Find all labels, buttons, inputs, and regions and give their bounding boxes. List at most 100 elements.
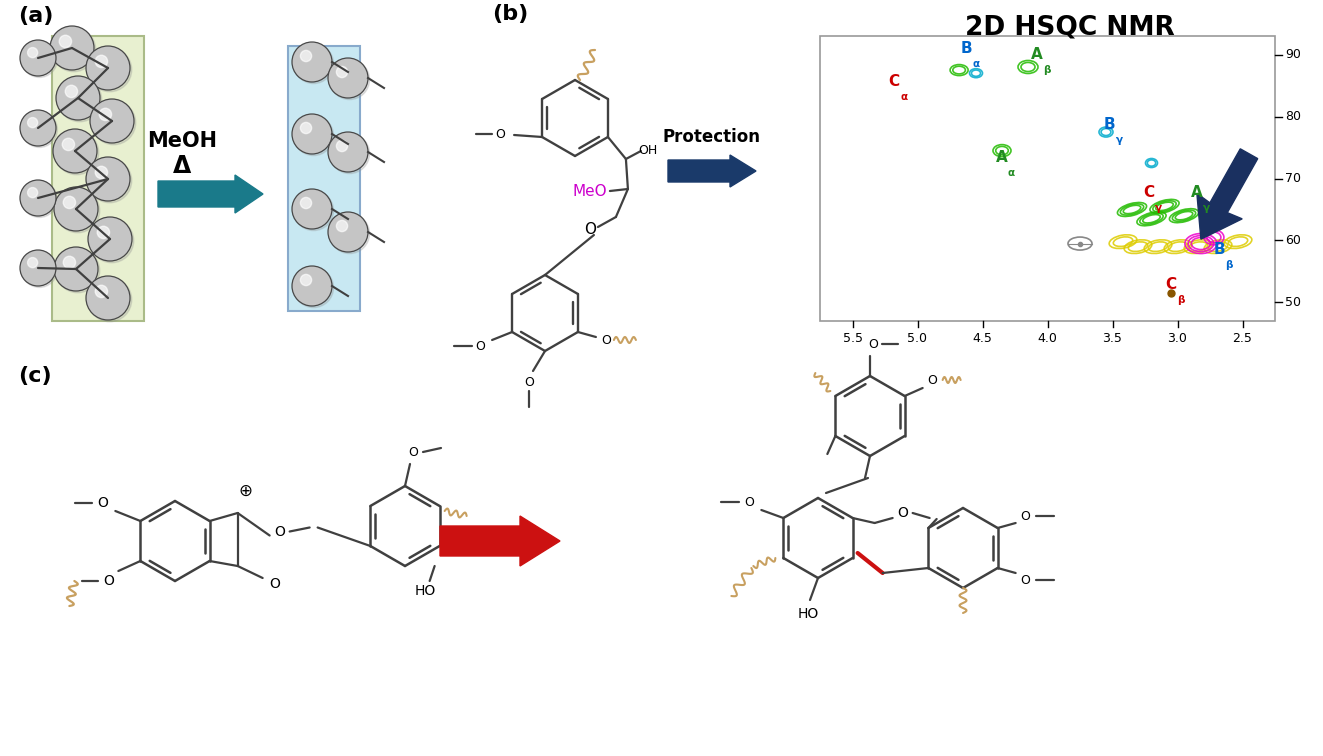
Circle shape [300, 122, 312, 134]
Circle shape [52, 28, 95, 72]
Text: MeOH: MeOH [147, 131, 217, 151]
Text: O: O [274, 525, 284, 538]
Text: γ: γ [1203, 203, 1211, 213]
Text: O: O [97, 496, 107, 510]
Text: O: O [495, 128, 505, 141]
Circle shape [95, 285, 107, 298]
Circle shape [21, 252, 57, 287]
Text: β: β [1177, 296, 1184, 305]
Text: 80: 80 [1285, 110, 1301, 123]
Circle shape [294, 268, 333, 308]
Circle shape [58, 78, 102, 122]
Circle shape [20, 40, 56, 76]
Circle shape [329, 214, 369, 253]
Circle shape [20, 110, 56, 146]
Circle shape [329, 60, 369, 100]
Circle shape [90, 218, 134, 263]
Circle shape [336, 221, 348, 231]
Text: B: B [1213, 242, 1225, 257]
Bar [820, 36, 1275, 321]
Text: α: α [1008, 169, 1015, 178]
Text: O: O [270, 577, 280, 591]
Circle shape [21, 42, 57, 77]
Text: HO: HO [415, 584, 437, 598]
Bar [52, 36, 144, 321]
Circle shape [328, 132, 368, 172]
Circle shape [97, 226, 110, 239]
Text: O: O [475, 339, 486, 352]
Text: O: O [1021, 574, 1031, 587]
Circle shape [60, 36, 71, 48]
Circle shape [300, 51, 312, 61]
FancyArrow shape [1197, 149, 1258, 239]
Text: Protection: Protection [663, 128, 761, 146]
Circle shape [21, 181, 57, 218]
Text: O: O [927, 373, 938, 386]
Circle shape [65, 85, 78, 98]
Circle shape [87, 159, 132, 203]
Text: 5.5: 5.5 [843, 331, 863, 345]
Text: O: O [601, 333, 611, 346]
Circle shape [95, 55, 107, 67]
Circle shape [328, 212, 368, 252]
Circle shape [329, 134, 369, 174]
Circle shape [300, 197, 312, 209]
Text: 3.5: 3.5 [1102, 331, 1122, 345]
Circle shape [86, 46, 130, 90]
FancyArrow shape [157, 175, 263, 213]
Circle shape [292, 189, 332, 229]
Text: MeO: MeO [573, 184, 607, 199]
Circle shape [21, 111, 57, 147]
Text: 60: 60 [1285, 234, 1301, 247]
Text: O: O [1021, 510, 1031, 522]
Circle shape [294, 191, 333, 231]
Text: 2.5: 2.5 [1233, 331, 1253, 345]
Text: 70: 70 [1285, 172, 1301, 185]
Circle shape [292, 42, 332, 82]
Text: (b): (b) [492, 4, 528, 24]
FancyArrow shape [668, 155, 755, 187]
Circle shape [50, 26, 94, 70]
Text: B: B [1105, 117, 1115, 132]
Text: 3.0: 3.0 [1168, 331, 1188, 345]
Circle shape [336, 67, 348, 78]
Circle shape [20, 180, 56, 216]
Circle shape [300, 274, 312, 286]
Text: 4.0: 4.0 [1037, 331, 1057, 345]
Text: O: O [103, 574, 114, 588]
Text: O: O [745, 495, 754, 509]
Circle shape [294, 116, 333, 156]
Circle shape [86, 276, 130, 320]
Text: 4.5: 4.5 [972, 331, 992, 345]
Circle shape [90, 99, 134, 143]
Circle shape [87, 48, 132, 91]
Circle shape [62, 138, 74, 150]
Circle shape [89, 217, 132, 261]
Circle shape [99, 108, 111, 120]
Text: 90: 90 [1285, 48, 1301, 61]
Circle shape [292, 266, 332, 306]
Text: α: α [900, 91, 908, 101]
Text: γ: γ [1115, 135, 1123, 145]
Text: HO: HO [798, 607, 819, 621]
Circle shape [64, 197, 75, 209]
Text: 50: 50 [1285, 296, 1301, 309]
Circle shape [28, 258, 37, 268]
FancyArrow shape [441, 516, 560, 566]
Circle shape [54, 187, 98, 231]
Circle shape [95, 166, 107, 178]
Circle shape [53, 129, 97, 173]
Text: A: A [1031, 47, 1043, 62]
Circle shape [328, 58, 368, 98]
Text: ⊕: ⊕ [238, 482, 253, 500]
Text: C: C [1166, 277, 1176, 293]
Text: C: C [889, 73, 900, 88]
Circle shape [54, 131, 99, 175]
Text: γ: γ [1155, 203, 1162, 213]
Text: β: β [1225, 260, 1233, 270]
Text: (a): (a) [19, 6, 53, 26]
Circle shape [86, 157, 130, 201]
Text: O: O [897, 506, 908, 520]
Circle shape [64, 256, 75, 268]
Text: 2D HSQC NMR: 2D HSQC NMR [966, 15, 1175, 41]
